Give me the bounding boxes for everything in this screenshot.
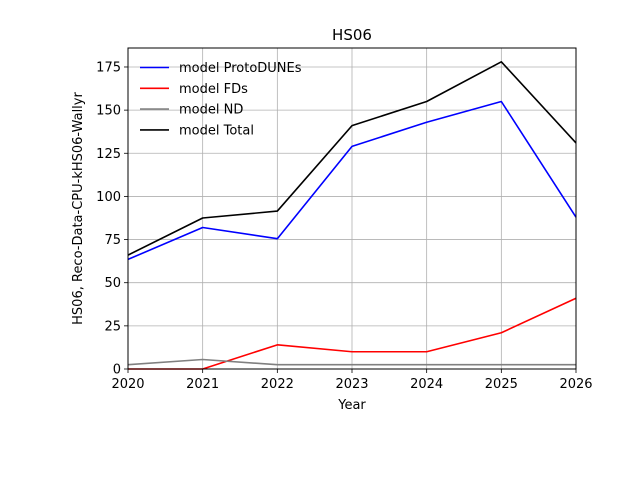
series-line-model-protodunes [127,100,577,261]
legend-label-model-total: model Total [179,123,254,138]
y-tick-label: 0 [113,363,121,378]
y-axis-ticks: 0 25 50 75 100 125 150 175 [96,60,128,378]
x-tick-label: 2022 [261,377,294,392]
y-tick-label: 25 [104,319,121,334]
x-tick-label: 2024 [410,377,443,392]
legend-label-model-protodunes: model ProtoDUNEs [179,61,302,76]
y-tick-label: 100 [96,190,121,205]
series-line-model-nd [127,358,576,366]
series-line-model-total [127,61,577,256]
x-axis-title: Year [337,398,366,413]
x-tick-label: 2021 [186,377,219,392]
y-tick-label: 125 [96,147,121,162]
legend-label-model-fds: model FDs [179,82,248,97]
x-tick-label: 2026 [559,377,592,392]
y-tick-label: 150 [96,104,121,119]
x-axis-ticks: 2020 2021 2022 2023 2024 2025 2026 [111,369,593,392]
x-tick-label: 2020 [111,377,144,392]
x-tick-label: 2023 [335,377,368,392]
legend-label-model-nd: model ND [179,103,243,118]
y-tick-label: 50 [104,276,121,291]
chart-title: HS06 [332,26,372,44]
y-tick-label: 75 [104,233,121,248]
y-tick-label: 175 [96,60,121,75]
y-axis-title: HS06, Reco-Data-CPU-kHS06-Wallyr [71,92,86,325]
x-tick-label: 2025 [485,377,518,392]
legend: model ProtoDUNEs model FDs model ND model T… [140,61,302,138]
